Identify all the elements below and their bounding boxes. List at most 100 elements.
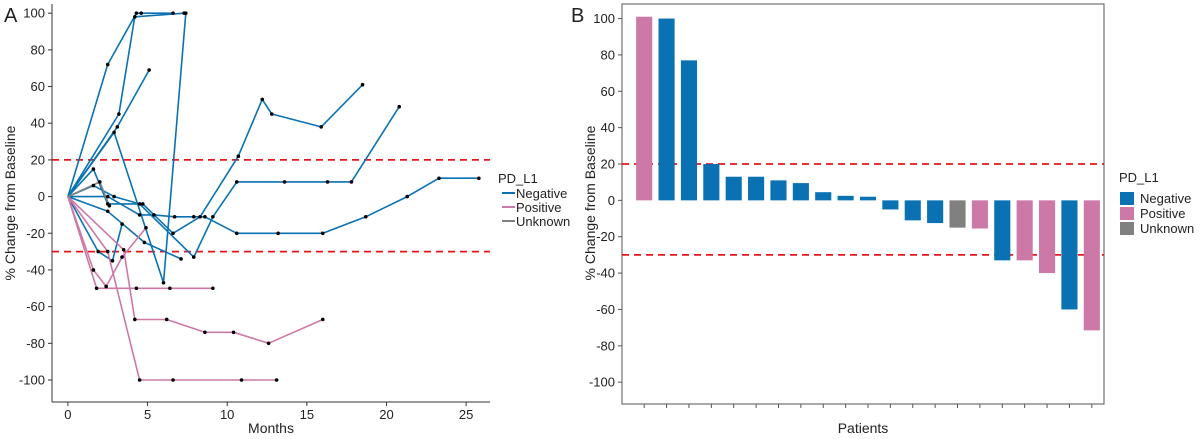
series-point-5-9 [320, 231, 325, 236]
panel-a-x-title: Months [248, 420, 294, 436]
series-point-10-3 [168, 286, 172, 291]
series-point-5-6 [203, 214, 207, 219]
bar-patient-16 [971, 200, 988, 229]
series-point-13-2 [107, 203, 112, 208]
series-point-11-2 [133, 317, 137, 322]
panel-a-y-tick-label: 40 [31, 116, 45, 131]
series-line-negative-1 [67, 12, 185, 198]
bar-patient-19 [1038, 200, 1056, 274]
series-line-positive-11 [67, 196, 324, 345]
panel-b-y-tick-label: -100 [589, 375, 615, 390]
panel-a-y-tick-label: 100 [23, 6, 45, 21]
series-point-10-4 [211, 286, 215, 291]
series-point-8-3 [120, 222, 124, 226]
panel-a-y-tick-label: 60 [31, 79, 45, 94]
panel-a-legend-title: PD_L1 [498, 171, 538, 186]
panel-a-y-tick-label: 80 [31, 42, 45, 57]
panel-b-y-tick-label: 100 [593, 11, 615, 26]
series-point-5-12 [437, 176, 441, 181]
series-point-4-6 [236, 154, 241, 159]
panel-a-y-tick-label: -80 [26, 336, 45, 351]
bar-patient-10 [837, 195, 854, 201]
series-line-negative-5 [67, 177, 479, 235]
series-point-3-1 [112, 130, 116, 135]
panel-a-x-tick-label: 5 [144, 407, 151, 422]
series-line-negative-6 [67, 106, 400, 258]
series-point-9-4 [144, 225, 148, 230]
panel-a-x-tick-label: 25 [459, 407, 473, 422]
panel-a-y-tick-label: -40 [26, 262, 45, 277]
panel-b-y-title: % Change from Baseline [582, 125, 598, 280]
series-point-5-2 [137, 213, 142, 217]
series-point-9-1 [91, 268, 96, 272]
series-point-6-5 [211, 214, 215, 219]
legend-b-positive-label: Positive [1140, 206, 1186, 221]
panel-b-letter: B [571, 5, 584, 27]
series-point-6-7 [282, 180, 287, 184]
series-point-10-1 [94, 286, 99, 291]
series-point-5-3 [152, 213, 156, 217]
series-point-4-4 [171, 231, 175, 236]
bar-patient-17 [994, 200, 1011, 261]
series-point-11-4 [203, 330, 207, 335]
series-point-6-2 [112, 194, 116, 199]
series-point-11-3 [164, 317, 169, 322]
series-point-8-1 [96, 249, 100, 254]
panel-a-y-tick-label: 0 [38, 189, 45, 204]
bar-patient-12 [882, 200, 899, 210]
series-point-4-3 [140, 202, 145, 206]
series-point-0-4 [171, 11, 175, 15]
series-point-12-5 [274, 378, 279, 382]
series-point-5-5 [191, 214, 196, 219]
panel-b-plot-border [621, 3, 1105, 405]
series-point-11-6 [266, 341, 271, 346]
panel-b-y-tick-label: -60 [596, 302, 615, 317]
bar-patient-6 [748, 176, 765, 201]
panel-a-x-tick-label: 20 [379, 407, 393, 422]
series-point-12-3 [171, 378, 175, 382]
series-point-1-2 [133, 15, 137, 19]
panel-a: A 0 5 10 15 20 25 -100 -80 -60 -40 -20 0 20 40 60 80 10… [2, 4, 570, 436]
bar-patient-11 [859, 196, 877, 201]
panel-b-y-tick-label: -20 [596, 229, 615, 244]
panel-a-letter: A [4, 5, 18, 27]
series-point-11-1 [121, 247, 126, 252]
series-point-7-2 [142, 240, 147, 245]
series-point-7-1 [105, 209, 110, 214]
legend-b-unknown-label: Unknown [1140, 221, 1194, 236]
series-point-13-1 [97, 180, 102, 184]
panel-b-y-tick-label: -40 [596, 266, 615, 281]
panel-b-y-tick-label: 80 [601, 47, 615, 62]
series-point-5-10 [363, 214, 368, 219]
legend-a-negative-label: Negative [516, 186, 567, 201]
panel-a-legend: PD_L1 Negative Positive Unknown [498, 171, 570, 229]
series-point-12-4 [239, 378, 244, 382]
bar-patient-20 [1061, 200, 1078, 310]
series-point-6-9 [349, 180, 354, 184]
bar-patient-7 [770, 180, 787, 201]
panel-b-y-tick-label: 0 [608, 193, 615, 208]
bar-patient-2 [658, 18, 675, 201]
legend-b-positive-swatch [1120, 207, 1134, 220]
series-line-negative-7 [67, 195, 182, 260]
series-point-5-7 [234, 231, 239, 236]
bar-patient-14 [927, 200, 944, 224]
panel-a-y-tick-label: -60 [26, 299, 45, 314]
legend-a-positive-label: Positive [516, 200, 562, 215]
series-point-1-1 [117, 112, 121, 116]
series-point-6-4 [191, 255, 196, 259]
series-point-6-1 [91, 183, 96, 188]
series-point-5-8 [276, 231, 280, 236]
series-point-5-11 [405, 194, 409, 199]
series-point-0-3 [139, 11, 143, 15]
panel-b-y-tick-label: 20 [601, 157, 615, 172]
panel-a-y-title: % Change from Baseline [2, 125, 18, 280]
series-point-12-2 [137, 378, 142, 382]
series-line-negative-8 [67, 196, 123, 262]
series-point-2-1 [115, 125, 120, 129]
series-point-12-1 [105, 249, 110, 254]
series-line-negative-3 [67, 13, 187, 284]
series-point-7-3 [179, 257, 183, 261]
